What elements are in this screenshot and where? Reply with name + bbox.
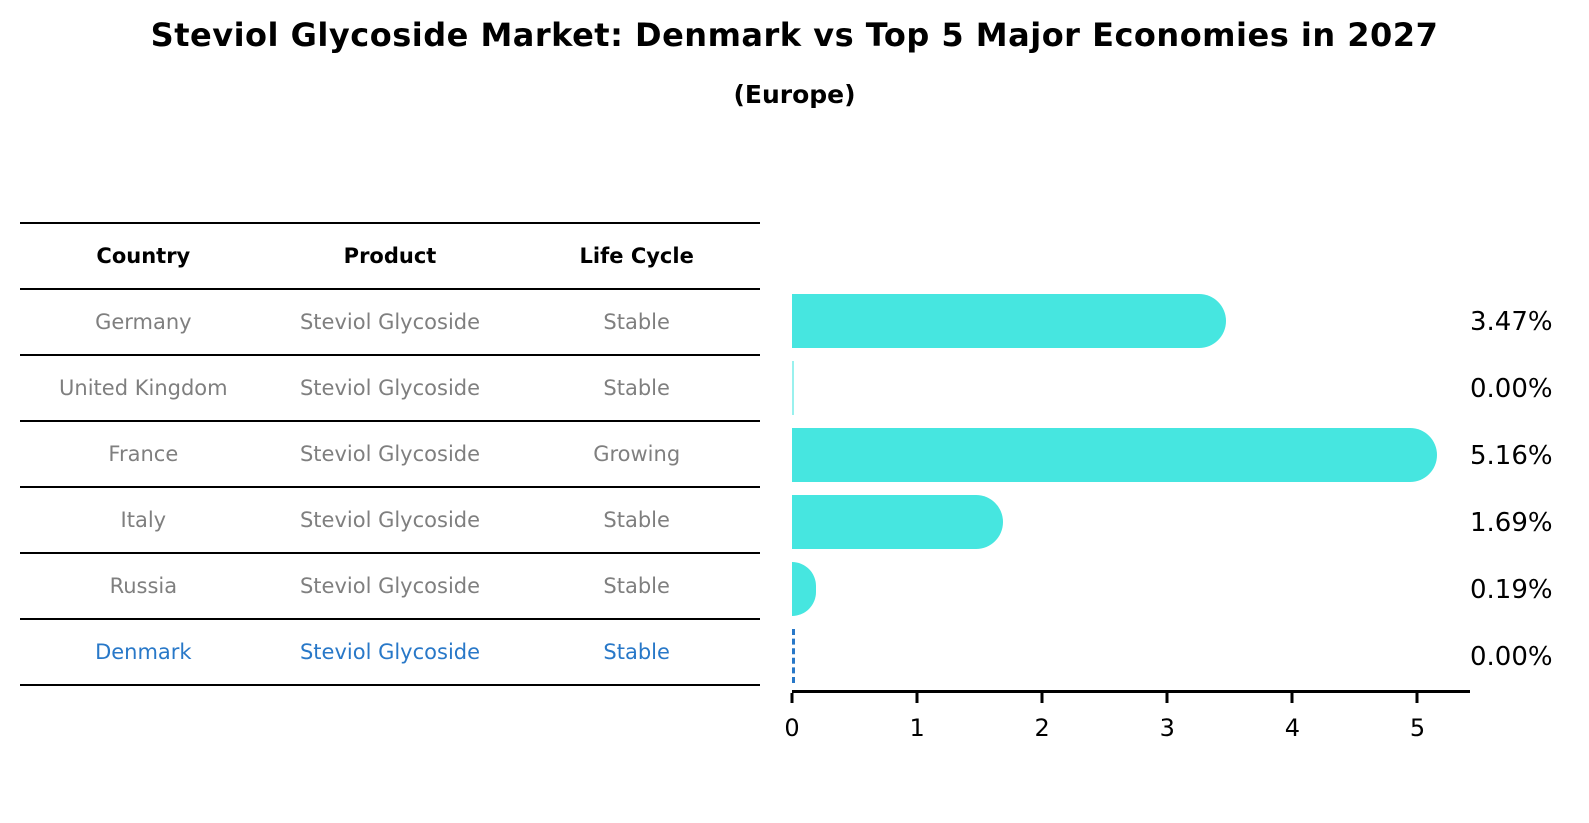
cell-country: Denmark (95, 640, 192, 664)
cell-country: United Kingdom (59, 376, 228, 400)
bar-russia (792, 562, 816, 616)
cell-life-cycle: Growing (593, 442, 681, 466)
value-label-united-kingdom: 0.00% (1470, 374, 1553, 404)
value-label-russia: 0.19% (1470, 575, 1553, 605)
table-header-row: Country Product Life Cycle (20, 224, 760, 290)
chart-subtitle: (Europe) (733, 80, 856, 109)
col-header-country: Country (96, 244, 191, 268)
cell-country: France (108, 442, 179, 466)
x-axis-tick-label: 2 (1034, 714, 1050, 742)
value-label-denmark: 0.00% (1470, 642, 1553, 672)
cell-product: Steviol Glycoside (299, 640, 481, 664)
cell-product: Steviol Glycoside (299, 442, 481, 466)
cell-product: Steviol Glycoside (299, 508, 481, 532)
value-label-france: 5.16% (1470, 441, 1553, 471)
x-axis-tick-0 (790, 693, 794, 703)
table-row-united-kingdom: United Kingdom Steviol Glycoside Stable (20, 356, 760, 422)
value-label-germany: 3.47% (1470, 307, 1553, 337)
cell-country: Russia (109, 574, 178, 598)
table-row-germany: Germany Steviol Glycoside Stable (20, 290, 760, 356)
bar-row-denmark (792, 623, 1470, 690)
bar-chart-plot-area: 0 1 2 3 4 5 (784, 288, 1470, 742)
x-axis-tick-2 (1040, 693, 1044, 703)
x-axis-tick-label: 0 (784, 714, 800, 742)
cell-life-cycle: Stable (603, 376, 670, 400)
cell-product: Steviol Glycoside (299, 574, 481, 598)
x-axis-tick-label: 5 (1409, 714, 1426, 742)
cell-country: Germany (95, 310, 192, 334)
cell-life-cycle: Stable (603, 508, 670, 532)
chart-title: Steviol Glycoside Market: Denmark vs Top… (150, 16, 1439, 54)
cell-country: Italy (120, 508, 167, 532)
table-row-france: France Steviol Glycoside Growing (20, 422, 760, 488)
value-label-italy: 1.69% (1470, 508, 1553, 538)
bar-denmark-dashed-marker (792, 629, 795, 683)
table-row-russia: Russia Steviol Glycoside Stable (20, 554, 760, 620)
cell-product: Steviol Glycoside (299, 376, 481, 400)
bar-france (792, 428, 1438, 482)
bar-italy (792, 495, 1004, 549)
x-axis-tick-5 (1415, 693, 1419, 703)
bar-row-germany (792, 288, 1470, 355)
x-axis-tick-4 (1290, 693, 1294, 703)
cell-life-cycle: Stable (603, 574, 670, 598)
table-row-italy: Italy Steviol Glycoside Stable (20, 488, 760, 554)
table-row-denmark: Denmark Steviol Glycoside Stable (20, 620, 760, 686)
country-table: Country Product Life Cycle Germany Stevi… (20, 222, 760, 686)
col-header-life-cycle: Life Cycle (579, 244, 694, 268)
x-axis-tick-1 (915, 693, 919, 703)
cell-life-cycle: Stable (603, 310, 670, 334)
x-axis-tick-label: 3 (1159, 714, 1175, 742)
x-axis-tick-label: 1 (909, 714, 925, 742)
cell-life-cycle: Stable (603, 640, 670, 664)
bar-row-united-kingdom (792, 355, 1470, 422)
bar-row-russia (792, 556, 1470, 623)
col-header-product: Product (343, 244, 437, 268)
x-axis-tick-3 (1165, 693, 1169, 703)
x-axis-tick-label: 4 (1284, 714, 1300, 742)
bar-united-kingdom (792, 361, 794, 415)
bar-row-italy (792, 489, 1470, 556)
cell-product: Steviol Glycoside (299, 310, 481, 334)
bar-germany (792, 294, 1227, 348)
bar-row-france (792, 422, 1470, 489)
